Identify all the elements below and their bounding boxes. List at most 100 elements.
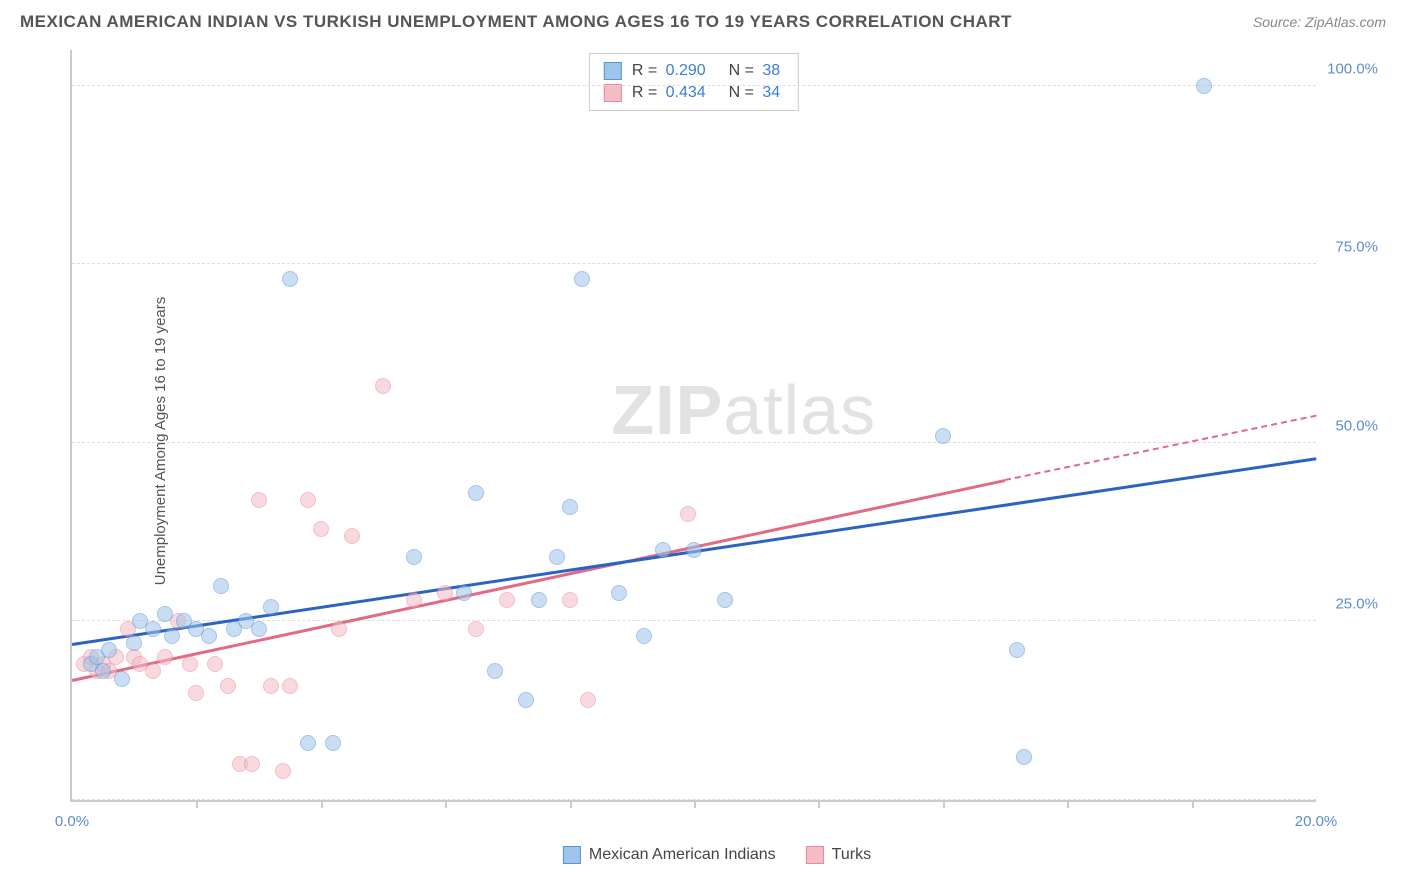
legend-swatch (563, 846, 581, 864)
data-point-mexican (114, 671, 130, 687)
data-point-mexican (213, 578, 229, 594)
data-point-mexican (636, 628, 652, 644)
n-label: N = 38 (720, 62, 784, 80)
data-point-turks (580, 692, 596, 708)
watermark: ZIPatlas (611, 370, 876, 450)
data-point-turks (188, 685, 204, 701)
data-point-mexican (549, 549, 565, 565)
data-point-mexican (263, 599, 279, 615)
legend-swatch (604, 84, 622, 102)
r-label: R = 0.434 (632, 84, 710, 102)
data-point-mexican (611, 585, 627, 601)
chart-title: MEXICAN AMERICAN INDIAN VS TURKISH UNEMP… (20, 12, 1012, 32)
series-legend: Mexican American Indians Turks (563, 846, 871, 864)
x-tick (1192, 800, 1194, 808)
data-point-turks (220, 678, 236, 694)
data-point-mexican (655, 542, 671, 558)
data-point-mexican (562, 499, 578, 515)
data-point-mexican (300, 735, 316, 751)
data-point-mexican (95, 663, 111, 679)
y-tick-label: 50.0% (1335, 417, 1378, 434)
y-tick-label: 100.0% (1327, 60, 1378, 77)
data-point-turks (344, 528, 360, 544)
grid-line (72, 442, 1316, 443)
data-point-turks (331, 621, 347, 637)
data-point-mexican (406, 549, 422, 565)
data-point-turks (157, 649, 173, 665)
x-tick (196, 800, 198, 808)
watermark-zip: ZIP (611, 371, 723, 449)
data-point-turks (437, 585, 453, 601)
y-tick-label: 25.0% (1335, 596, 1378, 613)
grid-line (72, 85, 1316, 86)
data-point-mexican (282, 271, 298, 287)
data-point-mexican (101, 642, 117, 658)
chart-container: Unemployment Among Ages 16 to 19 years Z… (48, 50, 1386, 832)
data-point-mexican (1009, 642, 1025, 658)
data-point-turks (313, 521, 329, 537)
legend-label: Turks (832, 846, 871, 864)
data-point-mexican (487, 663, 503, 679)
data-point-turks (300, 492, 316, 508)
data-point-mexican (518, 692, 534, 708)
n-label: N = 34 (720, 84, 784, 102)
x-tick (570, 800, 572, 808)
data-point-turks (182, 656, 198, 672)
legend-label: Mexican American Indians (589, 846, 776, 864)
plot-area: ZIPatlas R = 0.290 N = 38 R = 0.434 N = 3… (70, 50, 1316, 802)
trend-line-dashed (1005, 414, 1316, 480)
n-value: 34 (762, 84, 780, 101)
data-point-mexican (686, 542, 702, 558)
data-point-turks (375, 378, 391, 394)
n-value: 38 (762, 62, 780, 79)
data-point-turks (275, 763, 291, 779)
stats-legend: R = 0.290 N = 38 R = 0.434 N = 34 (589, 53, 799, 111)
data-point-turks (251, 492, 267, 508)
x-tick-label: 0.0% (55, 813, 89, 830)
legend-swatch (604, 62, 622, 80)
grid-line (72, 263, 1316, 264)
data-point-mexican (574, 271, 590, 287)
data-point-turks (282, 678, 298, 694)
x-tick (694, 800, 696, 808)
x-tick (321, 800, 323, 808)
data-point-mexican (468, 485, 484, 501)
legend-item-mexican: Mexican American Indians (563, 846, 776, 864)
data-point-mexican (325, 735, 341, 751)
data-point-mexican (145, 621, 161, 637)
stats-row-mexican: R = 0.290 N = 38 (604, 60, 784, 82)
x-tick (445, 800, 447, 808)
x-tick (818, 800, 820, 808)
data-point-turks (207, 656, 223, 672)
data-point-mexican (251, 621, 267, 637)
x-tick (1067, 800, 1069, 808)
x-tick (943, 800, 945, 808)
trend-line (72, 479, 1006, 681)
data-point-turks (680, 506, 696, 522)
data-point-turks (406, 592, 422, 608)
data-point-mexican (935, 428, 951, 444)
data-point-mexican (531, 592, 547, 608)
data-point-mexican (201, 628, 217, 644)
data-point-mexican (126, 635, 142, 651)
r-value: 0.434 (666, 84, 706, 101)
y-tick-label: 75.0% (1335, 239, 1378, 256)
data-point-mexican (1196, 78, 1212, 94)
r-value: 0.290 (666, 62, 706, 79)
data-point-mexican (164, 628, 180, 644)
data-point-mexican (456, 585, 472, 601)
data-point-turks (244, 756, 260, 772)
data-point-turks (562, 592, 578, 608)
legend-item-turks: Turks (806, 846, 871, 864)
source-label: Source: ZipAtlas.com (1253, 14, 1386, 30)
data-point-turks (263, 678, 279, 694)
data-point-turks (499, 592, 515, 608)
x-tick-label: 20.0% (1295, 813, 1338, 830)
data-point-mexican (1016, 749, 1032, 765)
legend-swatch (806, 846, 824, 864)
data-point-turks (468, 621, 484, 637)
r-label: R = 0.290 (632, 62, 710, 80)
watermark-atlas: atlas (723, 371, 876, 449)
data-point-mexican (717, 592, 733, 608)
data-point-mexican (157, 606, 173, 622)
